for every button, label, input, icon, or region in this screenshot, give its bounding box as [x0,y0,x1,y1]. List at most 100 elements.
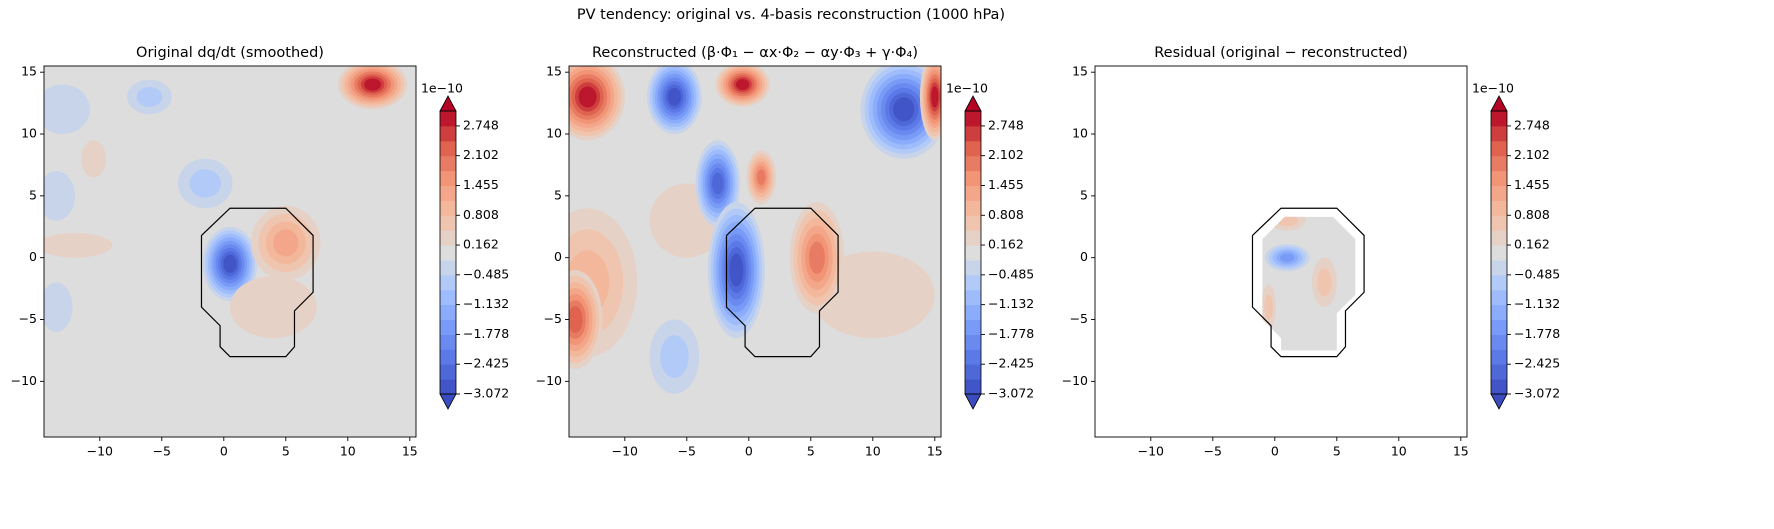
y-tick-label: −10 [1062,373,1088,388]
colorbar-band [1491,125,1507,142]
colorbar-band [965,379,981,395]
y-tick-label: −5 [19,311,37,326]
colorbar-band [965,170,981,186]
colorbar-tick-label: −0.485 [1514,266,1560,281]
colorbar-tick-label: 1.455 [988,177,1024,192]
region-outline [1251,207,1365,358]
x-tick-label: 0 [745,444,753,459]
colorbar-tick-label: −3.072 [1514,386,1560,401]
colorbar-band [440,140,456,157]
contour-level [44,171,75,221]
contour-level [136,86,163,107]
colorbar-band [1491,230,1507,246]
colorbar-tick-label: 1.455 [463,177,499,192]
axes-title: Original dq/dt (smoothed) [136,45,324,61]
contour-level [189,169,221,198]
y-tick-label: −10 [536,373,562,388]
region-outline [725,207,839,358]
colorbar-band [1491,185,1507,201]
colorbar-band [965,319,981,335]
colorbar-tick-label: 2.102 [1514,147,1550,162]
contour-level [364,78,382,91]
colorbar-tick-label: −0.485 [463,266,509,281]
colorbar-extend-min [964,393,982,410]
contour-level [44,282,73,332]
colorbar-band [1491,170,1507,186]
colorbar-tick-label: −3.072 [988,386,1034,401]
colorbar-band [1491,245,1507,261]
colorbar-band [1491,111,1507,127]
colorbar-band [440,185,456,201]
colorbar-band [440,319,456,335]
colorbar-tick-label: 0.162 [988,237,1024,252]
colorbar-band [440,364,456,380]
colorbar-label: 1e−10 [421,81,463,96]
colorbar-band [440,379,456,395]
colorbar-band [1491,259,1507,276]
x-tick-label: 15 [1453,444,1469,459]
contour-level [809,241,825,274]
x-tick-label: 15 [927,444,943,459]
colorbar-tick-label: 0.808 [988,207,1024,222]
x-tick-label: −5 [678,444,696,459]
contour-level [893,97,915,122]
y-tick-label: 15 [546,64,562,79]
x-tick-label: 10 [865,444,881,459]
colorbar-band [1491,274,1507,291]
colorbar-band [440,304,456,321]
colorbar-band [965,349,981,365]
colorbar-tick-label: −3.072 [463,386,509,401]
contour-level [223,254,237,273]
contour-level [1264,294,1273,320]
axes-frame [1094,65,1468,438]
colorbar-band [1491,304,1507,321]
colorbar-band [440,349,456,365]
colorbar-band [440,230,456,246]
colorbar-band [965,111,981,127]
colorbar-band [440,215,456,231]
colorbar-band [440,334,456,350]
x-tick-label: 0 [220,444,228,459]
colorbar-tick-label: −0.485 [988,266,1034,281]
colorbar-band [440,289,456,306]
colorbar-band [965,185,981,201]
y-tick-label: 15 [21,64,37,79]
contour-level [44,84,90,135]
contour-level [273,229,299,257]
colorbar-tick-label: 0.162 [1514,237,1550,252]
colorbar-extend-max [439,95,457,112]
colorbar-band [965,230,981,246]
contour-level [712,172,724,195]
colorbar-tick-label: 2.102 [463,147,499,162]
x-tick-label: 5 [1333,444,1341,459]
contour-field [44,66,416,437]
colorbar-extend-max [1490,95,1508,112]
colorbar-band [440,200,456,216]
colorbar-band [965,274,981,291]
x-tick-label: 5 [282,444,290,459]
colorbar-band [440,245,456,261]
x-tick-label: −5 [153,444,171,459]
colorbar-band [440,170,456,186]
x-tick-label: −5 [1204,444,1222,459]
axes-frame [568,65,942,438]
colorbar-band [1491,334,1507,350]
colorbar-band [965,215,981,231]
contour-field [1262,216,1356,351]
colorbar-tick-label: −2.425 [463,356,509,371]
y-tick-label: 10 [1072,126,1088,141]
colorbar-band [1491,140,1507,157]
axes-title: Reconstructed (β·Φ₁ − αx·Φ₂ − αy·Φ₃ + γ·… [592,45,918,61]
colorbar-band [965,245,981,261]
y-tick-label: 15 [1072,64,1088,79]
colorbar-band [965,200,981,216]
contour-level [931,86,939,108]
contour-level [1317,268,1332,297]
colorbar-tick-label: 2.748 [1514,117,1550,132]
colorbar-extend-min [439,393,457,410]
colorbar-band [1491,200,1507,216]
colorbar-tick-label: −1.132 [988,296,1034,311]
y-tick-label: 10 [21,126,37,141]
colorbar-band [965,125,981,142]
